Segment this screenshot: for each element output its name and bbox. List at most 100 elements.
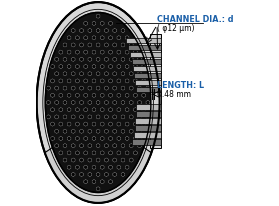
Polygon shape xyxy=(51,137,54,141)
Circle shape xyxy=(130,59,132,61)
Polygon shape xyxy=(130,53,161,58)
Circle shape xyxy=(114,30,116,32)
Polygon shape xyxy=(67,151,71,155)
Polygon shape xyxy=(96,130,100,134)
Circle shape xyxy=(110,166,111,168)
Circle shape xyxy=(81,145,82,147)
Circle shape xyxy=(147,102,149,104)
Polygon shape xyxy=(136,88,161,93)
Circle shape xyxy=(114,174,116,176)
Circle shape xyxy=(64,116,66,118)
Circle shape xyxy=(110,66,111,68)
Circle shape xyxy=(52,81,53,82)
Polygon shape xyxy=(80,29,83,34)
Polygon shape xyxy=(51,108,54,112)
Polygon shape xyxy=(88,58,92,62)
Circle shape xyxy=(72,145,74,147)
Polygon shape xyxy=(121,130,125,134)
Circle shape xyxy=(72,131,74,132)
Polygon shape xyxy=(92,94,96,98)
Polygon shape xyxy=(134,80,137,84)
Polygon shape xyxy=(96,58,100,62)
Polygon shape xyxy=(150,34,161,148)
Polygon shape xyxy=(88,158,92,162)
Polygon shape xyxy=(117,151,121,155)
Polygon shape xyxy=(76,108,79,112)
Polygon shape xyxy=(59,65,62,69)
Polygon shape xyxy=(96,72,100,76)
Polygon shape xyxy=(129,144,133,148)
Polygon shape xyxy=(142,122,146,126)
Polygon shape xyxy=(142,94,146,98)
Circle shape xyxy=(56,59,57,61)
Circle shape xyxy=(110,138,111,140)
Polygon shape xyxy=(67,137,71,141)
Circle shape xyxy=(89,131,91,132)
Circle shape xyxy=(52,95,53,97)
Polygon shape xyxy=(109,122,112,126)
Circle shape xyxy=(68,138,70,140)
Polygon shape xyxy=(117,122,121,126)
Circle shape xyxy=(134,138,136,140)
Polygon shape xyxy=(63,101,67,105)
Circle shape xyxy=(81,116,82,118)
Circle shape xyxy=(130,102,132,104)
Polygon shape xyxy=(125,51,129,55)
Circle shape xyxy=(118,66,120,68)
Polygon shape xyxy=(129,58,133,62)
Polygon shape xyxy=(113,115,117,119)
Circle shape xyxy=(122,131,124,132)
Circle shape xyxy=(126,124,128,125)
Circle shape xyxy=(60,81,62,82)
Circle shape xyxy=(122,45,124,47)
Polygon shape xyxy=(113,158,117,162)
Circle shape xyxy=(105,116,107,118)
Polygon shape xyxy=(113,29,117,34)
Polygon shape xyxy=(84,137,88,141)
Polygon shape xyxy=(88,72,92,76)
Polygon shape xyxy=(76,36,79,41)
Circle shape xyxy=(126,152,128,154)
Polygon shape xyxy=(134,137,137,141)
Polygon shape xyxy=(67,51,71,55)
Circle shape xyxy=(114,116,116,118)
Circle shape xyxy=(130,131,132,132)
Circle shape xyxy=(56,102,57,104)
Polygon shape xyxy=(125,151,129,155)
Polygon shape xyxy=(105,144,108,148)
Circle shape xyxy=(47,88,49,90)
Circle shape xyxy=(126,66,128,68)
Polygon shape xyxy=(134,151,137,155)
Polygon shape xyxy=(113,172,117,177)
Polygon shape xyxy=(92,80,96,84)
Circle shape xyxy=(143,81,145,82)
Polygon shape xyxy=(96,115,100,119)
Polygon shape xyxy=(80,115,83,119)
Circle shape xyxy=(64,74,66,75)
Circle shape xyxy=(130,88,132,90)
Polygon shape xyxy=(132,140,161,145)
Polygon shape xyxy=(105,101,108,105)
Polygon shape xyxy=(105,158,108,162)
Ellipse shape xyxy=(45,13,151,193)
Polygon shape xyxy=(47,87,50,91)
Polygon shape xyxy=(109,36,112,41)
Circle shape xyxy=(85,152,86,154)
Polygon shape xyxy=(88,144,92,148)
Polygon shape xyxy=(125,80,129,84)
Polygon shape xyxy=(142,137,146,141)
Polygon shape xyxy=(67,108,71,112)
Circle shape xyxy=(143,66,145,68)
Polygon shape xyxy=(100,22,104,26)
Polygon shape xyxy=(100,108,104,112)
Polygon shape xyxy=(134,94,137,98)
Circle shape xyxy=(105,145,107,147)
Polygon shape xyxy=(129,115,133,119)
Polygon shape xyxy=(92,180,96,184)
Polygon shape xyxy=(67,122,71,126)
Polygon shape xyxy=(113,44,117,48)
Circle shape xyxy=(139,145,140,147)
Polygon shape xyxy=(100,151,104,155)
Polygon shape xyxy=(96,44,100,48)
Polygon shape xyxy=(76,65,79,69)
